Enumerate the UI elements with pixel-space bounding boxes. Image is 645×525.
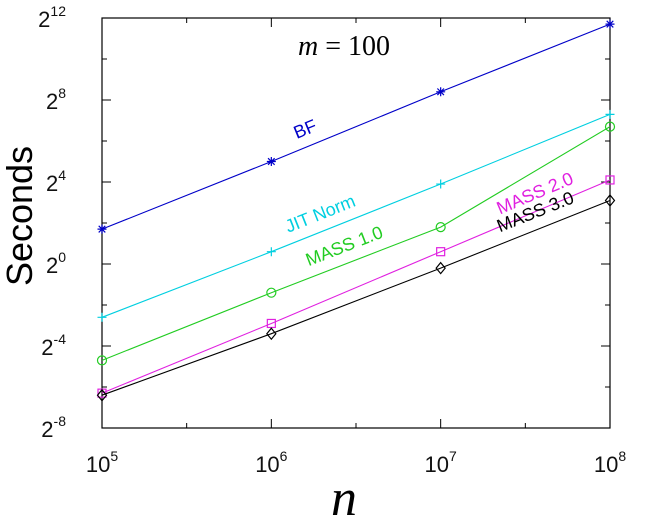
x-tick-label: 107 (425, 448, 457, 477)
x-tick-label-exp: 5 (110, 448, 118, 464)
y-tick-label-base: 2 (41, 417, 53, 442)
y-tick-label: 2-4 (41, 331, 66, 360)
data-point (97, 224, 107, 234)
data-point (96, 388, 108, 402)
data-point (436, 87, 446, 97)
chart-title-op: = (325, 31, 341, 62)
y-tick-label-base: 2 (38, 7, 50, 32)
series-mass-1-0 (96, 121, 616, 366)
x-tick-label-base: 10 (255, 452, 279, 477)
series-line (101, 126, 611, 361)
y-tick-label-exp: 4 (58, 167, 66, 183)
data-point (266, 247, 276, 257)
data-point (96, 355, 108, 366)
y-tick-label: 24 (46, 167, 66, 196)
y-tick-label-exp: -4 (54, 331, 67, 347)
series-label: JIT Norm (282, 191, 358, 237)
series-label: MASS 1.0 (303, 222, 386, 270)
data-point (435, 222, 446, 233)
x-tick-label: 106 (255, 448, 287, 477)
y-tick-label-exp: 8 (58, 85, 66, 101)
series-line (101, 179, 611, 394)
y-tick-label-base: 2 (46, 253, 58, 278)
x-tick-label-exp: 7 (449, 448, 457, 464)
series-mass-3-0 (96, 194, 616, 402)
data-point (604, 121, 616, 132)
data-point (266, 287, 277, 298)
y-tick-label: 212 (38, 3, 66, 32)
y-tick-label-base: 2 (46, 171, 58, 196)
data-point (435, 261, 446, 275)
y-tick-label: 28 (46, 85, 66, 114)
y-tick-label-base: 2 (41, 335, 53, 360)
x-tick-label: 105 (86, 448, 118, 477)
x-tick-label-base: 10 (594, 452, 618, 477)
y-tick-label-base: 2 (46, 89, 58, 114)
data-point (266, 327, 277, 341)
series-bf (97, 19, 615, 234)
y-axis-label: Seconds (0, 146, 40, 286)
x-tick-label-exp: 8 (618, 448, 626, 464)
data-point (604, 194, 616, 207)
chart-title: m = 100 (298, 31, 390, 62)
chart-title-var: m (298, 31, 318, 62)
series-line (101, 113, 611, 318)
data-point (266, 157, 276, 166)
x-axis-label: n (331, 470, 357, 525)
y-tick-label-exp: 12 (50, 3, 66, 19)
x-tick-label: 108 (594, 448, 626, 477)
data-point (605, 19, 615, 29)
y-tick-label-exp: 0 (58, 249, 66, 265)
series-label: BF (291, 115, 320, 142)
chart-title-val: 100 (348, 31, 390, 62)
data-point (605, 175, 615, 185)
y-tick-label: 20 (46, 249, 66, 278)
x-tick-label-exp: 6 (280, 448, 288, 464)
series-line (101, 23, 611, 230)
series-jit-norm (97, 109, 615, 322)
data-point (605, 109, 615, 119)
series-line (101, 199, 611, 396)
x-tick-label-base: 10 (86, 452, 110, 477)
data-point (436, 247, 446, 257)
data-point (97, 312, 107, 322)
y-tick-label-exp: -8 (54, 413, 67, 429)
series-mass-2-0 (97, 175, 615, 398)
x-tick-label-base: 10 (425, 452, 449, 477)
data-point (436, 179, 446, 189)
y-tick-label: 2-8 (41, 413, 66, 442)
